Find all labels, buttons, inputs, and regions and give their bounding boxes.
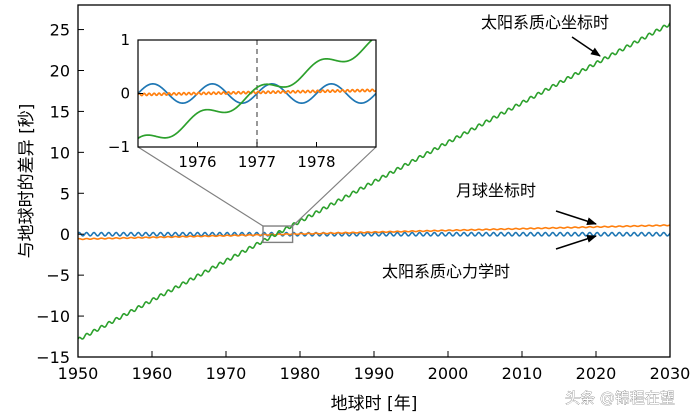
y-tick-label: 20	[50, 61, 70, 80]
annotation-label-barycentric-coordinate-time: 太阳系质心坐标时	[481, 13, 609, 32]
y-tick-label: 25	[50, 21, 70, 40]
inset-y-tick-label: 0	[120, 85, 130, 103]
x-axis-title: 地球时 [年]	[331, 394, 418, 414]
annotation-arrow	[555, 234, 597, 250]
inset-series-group	[138, 40, 376, 147]
x-tick-label: 2020	[576, 364, 617, 383]
y-tick-label: 10	[50, 143, 70, 162]
series-line-lunar-coordinate-time	[78, 224, 670, 241]
watermark-text: 头条 @锦程在望	[565, 389, 675, 407]
zoom-region-box	[262, 225, 294, 244]
inset-y-tick-label: −1	[108, 138, 130, 156]
inset-x-tick-label: 1977	[238, 153, 276, 171]
zoom-connector-left	[137, 146, 264, 227]
inset-series-line-lunar-coordinate-time	[138, 88, 376, 97]
series-line-barycentric-coordinate-time	[78, 22, 670, 340]
inset-y-tick-label: 1	[120, 31, 130, 49]
y-tick-label: 5	[60, 184, 70, 203]
annotation-arrow	[571, 36, 601, 57]
y-tick-label: −5	[46, 266, 70, 285]
y-tick-label: −10	[36, 307, 70, 326]
x-tick-label: 1970	[206, 364, 247, 383]
x-tick-label: 1990	[354, 364, 395, 383]
zoom-connector-right	[292, 146, 377, 227]
annotation-label-lunar-coordinate-time: 月球坐标时	[456, 181, 536, 200]
annotation-label-barycentric-dynamical-time: 太阳系质心力学时	[382, 262, 510, 281]
y-tick-label: −15	[36, 348, 70, 367]
annotation-arrow	[555, 210, 597, 226]
inset-series-line-barycentric-coordinate-time	[138, 40, 374, 140]
x-tick-label: 2010	[502, 364, 543, 383]
x-tick-label: 2000	[428, 364, 469, 383]
y-axis-title: 与地球时的差异 [秒]	[17, 104, 37, 259]
series-line-barycentric-dynamical-time	[78, 231, 670, 237]
inset-x-tick-label: 1976	[178, 153, 216, 171]
series-group	[78, 22, 670, 340]
x-tick-label: 1980	[280, 364, 321, 383]
x-tick-label: 1960	[132, 364, 173, 383]
x-tick-label: 1950	[58, 364, 99, 383]
x-tick-label: 2030	[650, 364, 691, 383]
y-tick-label: 0	[60, 225, 70, 244]
y-tick-label: 15	[50, 102, 70, 121]
inset-x-tick-label: 1978	[297, 153, 335, 171]
